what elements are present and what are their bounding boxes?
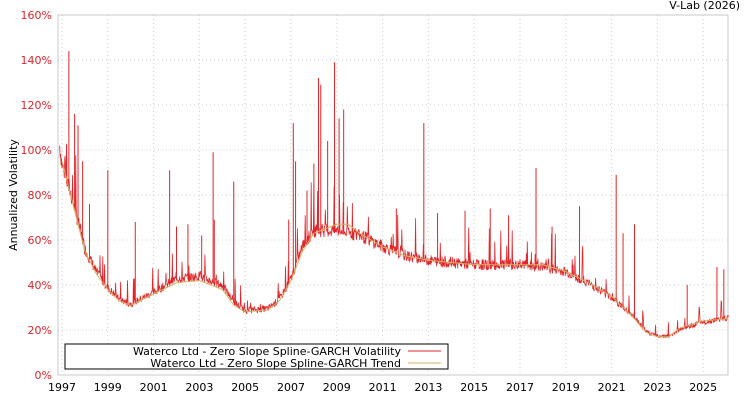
- legend-label-volatility: Waterco Ltd - Zero Slope Spline-GARCH Vo…: [133, 345, 402, 358]
- grid: [58, 15, 728, 375]
- source-label: V-Lab (2026): [669, 0, 740, 12]
- legend-box: [64, 343, 449, 370]
- y-tick-label: 80%: [28, 189, 52, 202]
- x-tick-label: 2025: [689, 381, 717, 394]
- x-tick-label: 2001: [140, 381, 168, 394]
- y-tick-label: 20%: [28, 324, 52, 337]
- y-tick-label: 120%: [21, 99, 52, 112]
- x-tick-label: 2013: [414, 381, 442, 394]
- plot-frame: [57, 14, 729, 376]
- x-tick-label: 1997: [48, 381, 76, 394]
- x-tick-label: 2021: [598, 381, 626, 394]
- ticks: 0% 20% 40% 60% 80% 100% 120% 140% 160% 1997 1999 20…: [21, 9, 718, 394]
- y-tick-label: 40%: [28, 279, 52, 292]
- x-tick-label: 2019: [552, 381, 580, 394]
- trend-line: [61, 161, 729, 338]
- x-tick-label: 2009: [323, 381, 351, 394]
- volatility-line: [59, 143, 729, 339]
- legend: Waterco Ltd - Zero Slope Spline-GARCH Vo…: [64, 343, 449, 370]
- y-tick-label: 60%: [28, 234, 52, 247]
- x-tick-label: 2005: [231, 381, 259, 394]
- y-tick-label: 100%: [21, 144, 52, 157]
- x-tick-label: 2017: [506, 381, 534, 394]
- series-layer: [59, 51, 729, 339]
- y-axis-label: Annualized Volatility: [7, 139, 20, 251]
- legend-label-trend: Waterco Ltd - Zero Slope Spline-GARCH Tr…: [150, 357, 401, 370]
- x-tick-label: 2003: [185, 381, 213, 394]
- x-tick-label: 2007: [277, 381, 305, 394]
- x-tick-label: 2015: [460, 381, 488, 394]
- y-tick-label: 140%: [21, 54, 52, 67]
- y-tick-label: 160%: [21, 9, 52, 22]
- x-tick-label: 1999: [94, 381, 122, 394]
- x-tick-label: 2023: [643, 381, 671, 394]
- y-tick-label: 0%: [35, 369, 52, 382]
- x-tick-label: 2011: [369, 381, 397, 394]
